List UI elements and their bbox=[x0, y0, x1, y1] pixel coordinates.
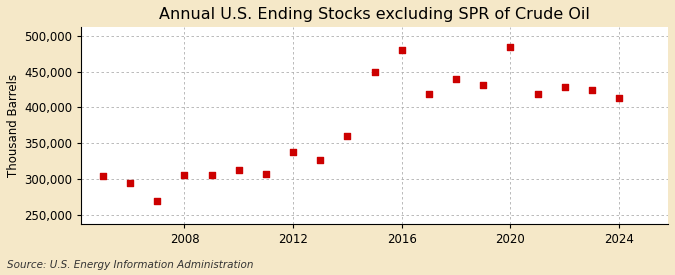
Point bbox=[315, 158, 326, 163]
Point bbox=[234, 168, 244, 173]
Point bbox=[261, 172, 271, 176]
Point bbox=[288, 150, 298, 154]
Point bbox=[478, 83, 489, 87]
Point bbox=[125, 181, 136, 185]
Text: Source: U.S. Energy Information Administration: Source: U.S. Energy Information Administ… bbox=[7, 260, 253, 270]
Y-axis label: Thousand Barrels: Thousand Barrels bbox=[7, 74, 20, 177]
Point bbox=[560, 84, 570, 89]
Point bbox=[396, 48, 407, 52]
Point bbox=[505, 45, 516, 50]
Point bbox=[587, 88, 597, 92]
Title: Annual U.S. Ending Stocks excluding SPR of Crude Oil: Annual U.S. Ending Stocks excluding SPR … bbox=[159, 7, 590, 22]
Point bbox=[369, 70, 380, 75]
Point bbox=[98, 174, 109, 178]
Point bbox=[533, 92, 543, 96]
Point bbox=[342, 134, 353, 138]
Point bbox=[614, 96, 624, 100]
Point bbox=[424, 92, 435, 96]
Point bbox=[207, 173, 217, 178]
Point bbox=[451, 77, 462, 81]
Point bbox=[152, 199, 163, 203]
Point bbox=[179, 172, 190, 177]
